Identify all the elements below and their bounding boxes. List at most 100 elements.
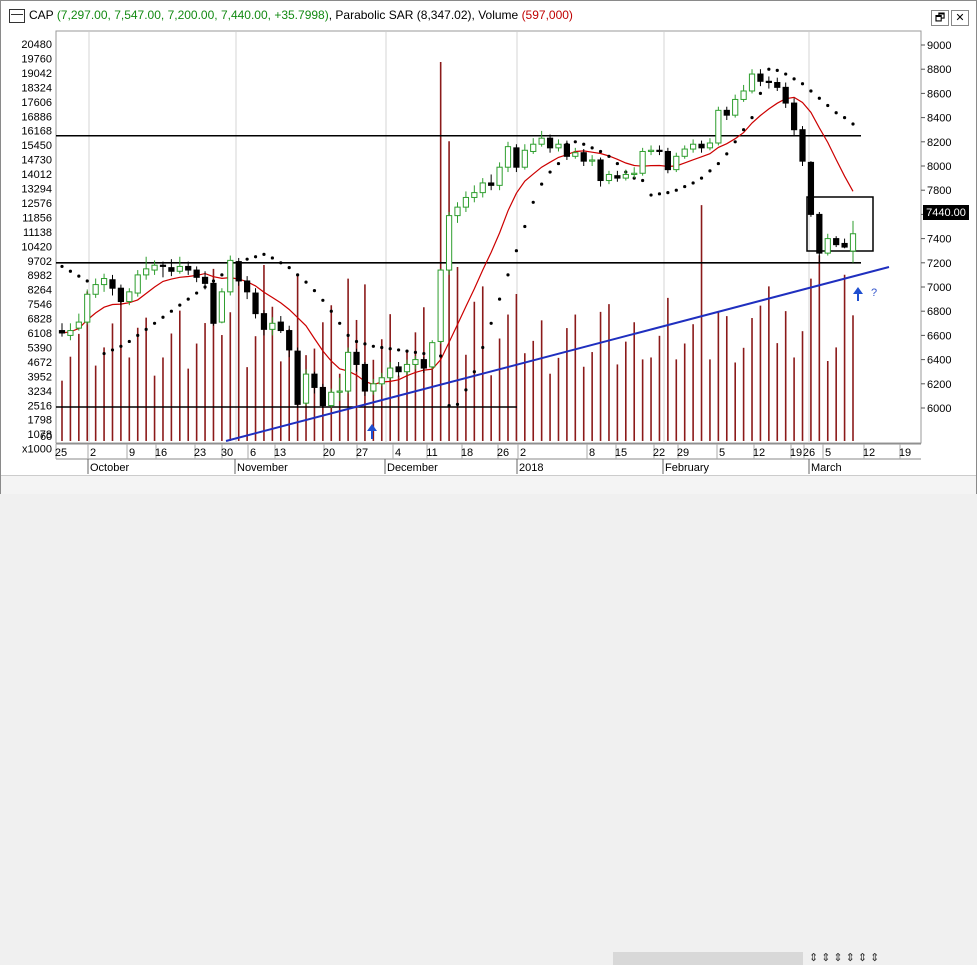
scroll-control-icons[interactable]: ⇕⇕⇕⇕⇕⇕: [809, 952, 883, 964]
right-axis-tick-label: 8800: [927, 64, 951, 76]
sar-dot: [851, 122, 855, 126]
left-axis-tick-label: 8982: [28, 270, 52, 282]
date-tick-label: 12: [863, 447, 875, 459]
down-candle: [109, 274, 116, 296]
price-chart[interactable]: 20480 19760 19042 18324 17606 16886 16168 15450…: [1, 1, 977, 495]
candlesticks: [58, 69, 857, 408]
date-tick-label: 5: [825, 447, 831, 459]
left-axis-tick-label: 10420: [21, 241, 52, 253]
restore-window-button[interactable]: 🗗: [931, 10, 949, 26]
date-tick-label: 13: [274, 447, 286, 459]
down-candle: [185, 261, 192, 275]
down-candle: [580, 149, 587, 166]
down-candle: [698, 140, 705, 153]
month-label: February: [665, 462, 710, 474]
down-candle: [353, 348, 360, 372]
left-axis-tick-label: 15450: [21, 140, 52, 152]
date-tick-label: 30: [221, 447, 233, 459]
right-axis-tick-label: 6600: [927, 330, 951, 342]
right-axis-tick-label: 8400: [927, 113, 951, 125]
sar-dot: [312, 289, 317, 293]
up-candle: [639, 147, 646, 176]
up-candle: [715, 106, 722, 146]
down-candle: [168, 259, 175, 277]
consolidation-box[interactable]: [806, 196, 874, 252]
left-axis-tick-label: 60: [40, 431, 52, 443]
down-candle: [260, 309, 268, 336]
left-axis-tick-label: 8264: [28, 285, 52, 297]
down-candle: [159, 261, 167, 278]
sar-dot: [329, 309, 333, 313]
sar-dot: [68, 269, 73, 273]
up-candle: [387, 362, 394, 381]
support-trendline[interactable]: [225, 266, 890, 442]
down-candle: [782, 82, 789, 108]
up-candle: [176, 256, 183, 274]
left-axis-tick-label: 6828: [28, 314, 52, 326]
sar-dot: [784, 72, 788, 76]
sar-dot: [60, 264, 64, 269]
sar-dot: [506, 273, 510, 277]
up-candle: [75, 313, 82, 331]
down-candle: [117, 284, 125, 306]
sar-dot: [733, 140, 737, 144]
up-candle: [622, 169, 629, 181]
sar-dot: [548, 170, 552, 174]
down-candle: [294, 347, 301, 408]
sar-dot: [413, 350, 418, 354]
date-tick-label: 16: [155, 447, 167, 459]
indicator-name: Parabolic SAR: [335, 8, 414, 22]
date-tick-label: 12: [753, 447, 765, 459]
date-tick-label: 2: [520, 447, 526, 459]
sar-dot: [85, 279, 89, 283]
down-candle: [790, 98, 798, 136]
sar-dot: [666, 191, 670, 195]
up-candle: [681, 145, 688, 159]
date-tick-label: 19: [899, 447, 911, 459]
ohlc-readout: (7,297.00, 7,547.00, 7,200.00, 7,440.00,…: [56, 8, 329, 22]
up-candle: [126, 288, 133, 306]
indicator-value: (8,347.02): [416, 8, 472, 22]
down-candle: [361, 362, 369, 396]
down-candle: [774, 77, 781, 91]
sar-dot: [834, 111, 838, 115]
up-candle: [302, 369, 310, 406]
up-candle: [429, 340, 436, 370]
sar-dot: [304, 280, 308, 284]
sar-dot: [253, 255, 258, 259]
left-axis-tick-label: 19760: [21, 53, 52, 65]
date-tick-label: 2: [90, 447, 96, 459]
volume-bars: [61, 62, 854, 441]
up-candle: [605, 170, 613, 185]
vertical-grid: [88, 32, 810, 443]
window-buttons: 🗗 ✕: [929, 8, 969, 26]
sar-dot: [186, 297, 190, 301]
right-axis-tick-label: 6000: [927, 403, 951, 415]
left-axis-tick-label: 1798: [28, 415, 52, 427]
up-candle: [269, 317, 276, 336]
date-tick-label: 18: [461, 447, 473, 459]
month-label: 2018: [519, 462, 543, 474]
up-candle: [673, 152, 680, 173]
sar-dot: [497, 297, 502, 301]
up-candle: [521, 144, 528, 170]
close-window-button[interactable]: ✕: [951, 10, 969, 26]
date-tick-label: 8: [589, 447, 595, 459]
horizontal-scrollbar[interactable]: [613, 952, 803, 965]
left-axis-tick-label: 18324: [21, 82, 52, 94]
chart-title: CAP (7,297.00, 7,547.00, 7,200.00, 7,440…: [29, 8, 573, 22]
up-candle: [344, 347, 352, 394]
date-tick-label: 27: [356, 447, 368, 459]
sar-dot: [489, 321, 493, 325]
sar-dot: [809, 89, 813, 93]
month-label: December: [387, 462, 438, 474]
sar-dot: [346, 333, 350, 337]
up-candle: [412, 355, 419, 370]
volume-value: (597,000): [521, 8, 573, 22]
sar-dot: [523, 224, 527, 229]
right-axis-tick-label: 8200: [927, 137, 951, 149]
sar-dot: [464, 388, 468, 392]
down-candle: [656, 145, 663, 156]
month-label: November: [237, 462, 288, 474]
down-candle: [807, 161, 815, 217]
